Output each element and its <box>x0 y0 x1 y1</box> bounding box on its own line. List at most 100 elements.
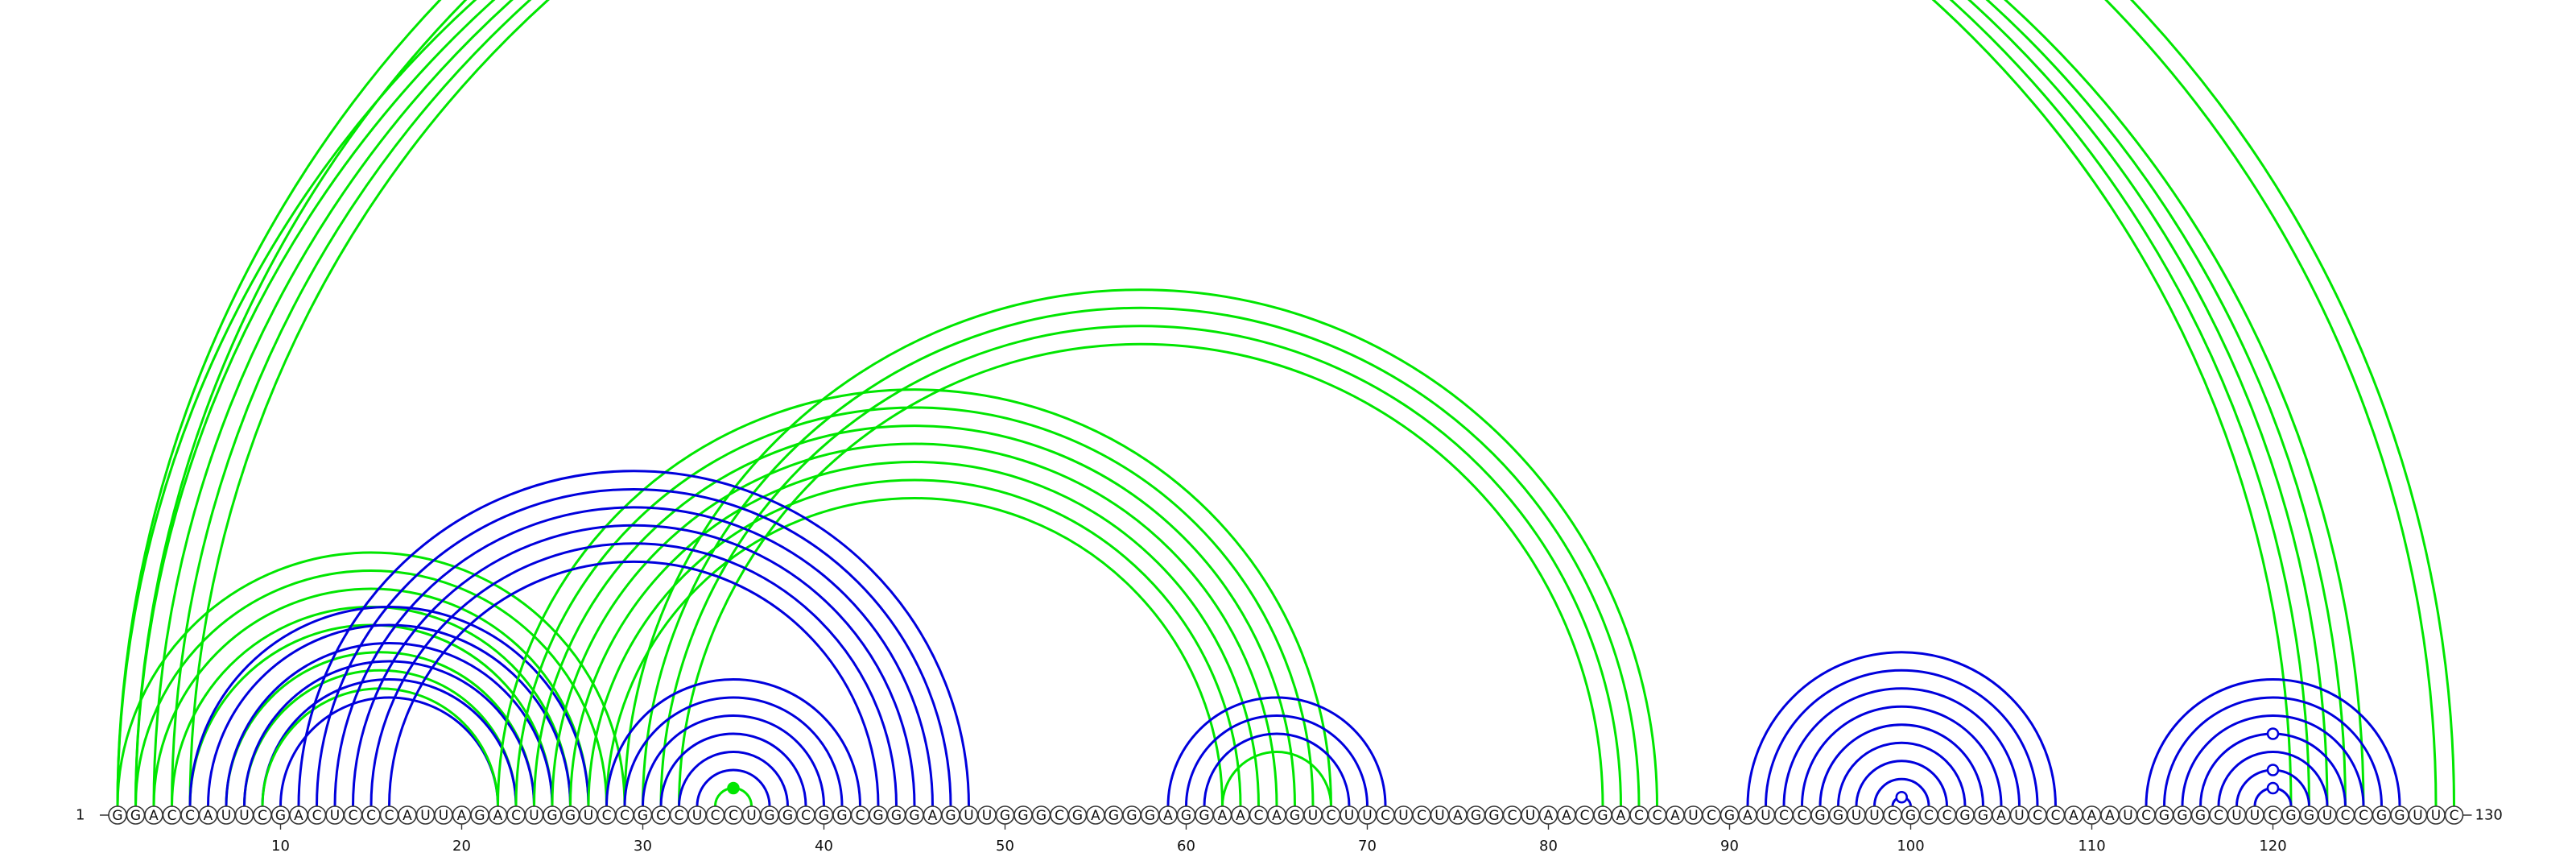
nucleotide-57: G <box>1122 805 1141 825</box>
nucleotide-letter: C <box>1779 808 1789 824</box>
nucleotide-97: U <box>1847 805 1866 825</box>
pair-arc-5-125 <box>188 0 2365 807</box>
nucleotide-letter: G <box>1959 808 1970 824</box>
pair-arc-92-107 <box>1765 669 2039 807</box>
tick-label-20: 20 <box>452 838 471 855</box>
pair-arc-2-28 <box>134 569 608 807</box>
nucleotide-letter: C <box>711 808 720 824</box>
arcs-layer <box>116 0 2455 807</box>
nucleotide-letter: G <box>1036 808 1046 824</box>
pair-arc-96-103 <box>1837 741 1967 807</box>
nucleotide-letter: G <box>1108 808 1119 824</box>
pair-arc-60-70 <box>1185 714 1368 807</box>
nucleotide-95: G <box>1810 805 1830 825</box>
nucleotide-87: A <box>1666 805 1685 825</box>
nucleotide-90: G <box>1719 805 1740 825</box>
nucleotide-116: G <box>2190 805 2211 825</box>
nucleotide-letter: A <box>1218 808 1228 824</box>
tick-label-100: 100 <box>1897 838 1924 855</box>
nucleotide-8: U <box>234 805 254 825</box>
nucleotide-letter: C <box>2051 808 2061 824</box>
nucleotide-letter: A <box>2087 808 2097 824</box>
nucleotide-letter: C <box>1707 808 1716 824</box>
nucleotide-letter: U <box>2250 808 2260 824</box>
pair-arc-16-43 <box>388 560 880 807</box>
nucleotide-letter: U <box>1362 808 1372 824</box>
nucleotide-letter: A <box>294 808 303 824</box>
nucleotide-letter: U <box>221 808 231 824</box>
nucleotide-letter: C <box>2450 808 2459 824</box>
pair-arc-6-26 <box>207 623 572 807</box>
markers-layer <box>727 727 2280 804</box>
nucleotide-letter: C <box>1508 808 1517 824</box>
nucleotide-98: U <box>1864 805 1885 825</box>
nucleotide-letter: U <box>2413 808 2422 824</box>
sequence-start-label: 1 <box>76 807 85 824</box>
nucleotide-letter: C <box>856 808 865 824</box>
nucleotide-letter: G <box>1471 808 1481 824</box>
pair-arc-1-130 <box>116 0 2455 807</box>
nucleotide-letter: U <box>2014 808 2024 824</box>
nucleotide-letter: U <box>529 808 539 824</box>
nucleotide-letter: G <box>819 808 829 824</box>
nucleotide-80: A <box>1538 805 1558 825</box>
nucleotide-58: G <box>1140 805 1160 825</box>
nucleotide-letter: G <box>565 808 576 824</box>
nucleotide-102: C <box>1937 805 1957 825</box>
tick-label-40: 40 <box>815 838 833 855</box>
nucleotide-128: U <box>2408 805 2428 825</box>
nucleotide-letter: G <box>1833 808 1843 824</box>
nucleotide-6: A <box>198 805 218 825</box>
nucleotide-letter: C <box>1924 808 1934 824</box>
nucleotide-14: C <box>343 805 363 825</box>
nucleotide-letter: C <box>1055 808 1064 824</box>
nucleotide-letter: G <box>1072 808 1083 824</box>
nucleotide-letter: G <box>1018 808 1028 824</box>
nucleotide-43: G <box>869 805 888 825</box>
nucleotide-1: G <box>108 805 127 825</box>
nucleotide-68: C <box>1321 805 1341 825</box>
nucleotide-73: C <box>1412 805 1431 825</box>
nucleotide-letter: A <box>204 808 213 824</box>
nucleotide-letter: G <box>2285 808 2296 824</box>
pair-arc-8-24 <box>243 660 535 807</box>
tick-label-60: 60 <box>1177 838 1195 855</box>
nucleotide-88: U <box>1683 805 1703 825</box>
nucleotide-51: G <box>1013 805 1033 825</box>
nucleotide-letter: U <box>1398 808 1408 824</box>
nucleotide-60: G <box>1176 805 1196 825</box>
nucleotide-letter: A <box>493 808 503 824</box>
pair-arc-12-47 <box>316 487 952 807</box>
nucleotide-letter: G <box>275 808 286 824</box>
nucleotide-54: G <box>1067 805 1088 825</box>
pair-arc-29-86 <box>623 288 1658 807</box>
nucleotide-letter: G <box>112 808 122 824</box>
pair-arc-27-63 <box>587 478 1242 807</box>
nucleotide-letter: G <box>2177 808 2187 824</box>
nucleotide-letter: U <box>330 808 340 824</box>
nucleotide-letter: C <box>2214 808 2223 824</box>
nucleotide-104: G <box>1973 805 1993 825</box>
nucleotide-letter: C <box>2359 808 2368 824</box>
nucleotide-108: C <box>2046 805 2066 825</box>
nucleotide-71: C <box>1376 805 1395 825</box>
pair-arc-24-66 <box>533 424 1296 807</box>
nucleotide-letter: U <box>1688 808 1698 824</box>
pair-arc-98-101 <box>1873 777 1930 807</box>
nucleotide-letter: G <box>2376 808 2387 824</box>
nucleotide-16: C <box>379 805 399 825</box>
nucleotide-letter: U <box>584 808 593 824</box>
tick-label-110: 110 <box>2078 838 2105 855</box>
nucleotide-67: U <box>1303 805 1323 825</box>
nucleotide-letter: C <box>1381 808 1390 824</box>
nucleotide-letter: U <box>420 808 430 824</box>
nucleotide-letter: G <box>2394 808 2405 824</box>
nucleotide-letter: G <box>1000 808 1010 824</box>
nucleotide-letter: C <box>602 808 612 824</box>
nucleotide-letter: C <box>1798 808 1807 824</box>
nucleotide-letter: C <box>2141 808 2151 824</box>
nucleotide-89: C <box>1702 805 1721 825</box>
nucleotide-letter: G <box>638 808 648 824</box>
nucleotide-110: A <box>2082 805 2102 825</box>
